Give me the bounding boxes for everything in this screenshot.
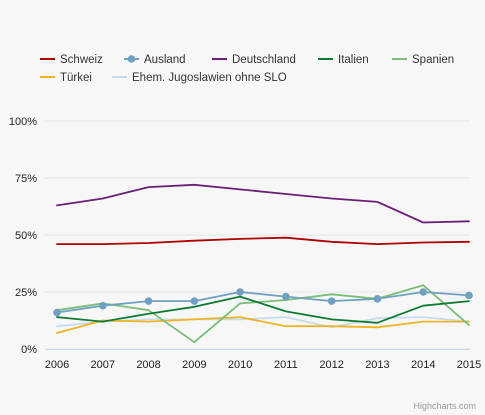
x-tick-label: 2006 [45,359,69,371]
legend-label: Türkei [60,72,92,84]
series-line-spanien[interactable] [56,284,470,344]
legend-label: Schweiz [60,54,103,66]
legend-item-t-rkei[interactable]: Türkei [40,72,92,84]
x-tick-label: 2014 [411,359,435,371]
legend-item-schweiz[interactable]: Schweiz [40,54,103,66]
x-tick-label: 2007 [91,359,115,371]
legend-label: Ehem. Jugoslawien ohne SLO [132,72,287,84]
data-point[interactable] [465,291,473,300]
series-lines [53,183,473,344]
legend-marker [127,55,136,63]
series-line-italien[interactable] [56,295,470,324]
data-point[interactable] [282,292,290,301]
x-tick-label: 2013 [365,359,389,371]
series-line-ausland[interactable] [56,291,470,314]
x-tick-label: 2012 [319,359,343,371]
axes: 0% 25% 50% 75% 100% 2006 2007 2008 2009 2010 2011 2… [9,116,481,371]
legend-label: Italien [338,54,369,66]
data-point[interactable] [327,297,336,305]
legend-item-deutschland[interactable]: Deutschland [212,54,296,66]
series-line-deutschland[interactable] [56,183,470,224]
series-line-t-rkei[interactable] [56,316,470,334]
x-tick-label: 2008 [136,359,160,371]
data-point[interactable] [236,288,244,296]
data-point[interactable] [190,297,199,305]
legend-label: Spanien [412,54,454,66]
x-tick-label: 2010 [228,359,252,371]
series-line-schweiz[interactable] [56,236,470,246]
y-tick-label: 25% [15,287,37,299]
legend-item-spanien[interactable]: Spanien [392,54,454,66]
x-tick-label: 2015 [457,359,481,371]
data-point[interactable] [373,295,382,303]
data-point[interactable] [419,288,428,296]
data-point[interactable] [144,297,153,305]
gridlines [45,120,470,350]
legend[interactable]: Schweiz Ausland Deutschland Italien Spanien T… [40,54,454,84]
data-point[interactable] [98,301,107,310]
y-tick-label: 100% [9,116,37,128]
legend-item-ehem-jugoslawien-ohne-slo[interactable]: Ehem. Jugoslawien ohne SLO [112,72,287,84]
credits-text[interactable]: Highcharts.com [413,401,476,411]
legend-label: Ausland [144,54,186,66]
x-tick-label: 2011 [274,359,298,371]
y-tick-label: 75% [15,173,37,185]
y-tick-label: 0% [21,344,37,356]
legend-item-ausland[interactable]: Ausland [124,54,186,66]
legend-item-italien[interactable]: Italien [318,54,369,66]
legend-label: Deutschland [232,54,296,66]
data-point[interactable] [53,308,61,317]
y-tick-label: 50% [15,230,37,242]
x-tick-label: 2009 [182,359,206,371]
